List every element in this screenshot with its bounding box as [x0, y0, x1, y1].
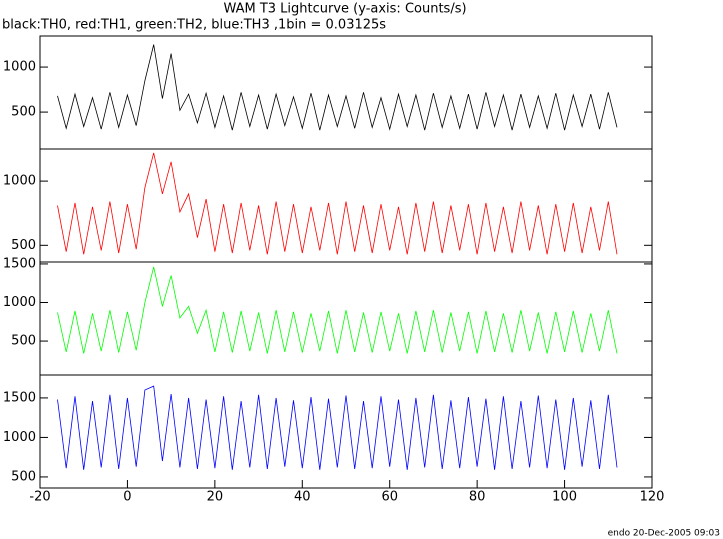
panel-frame [39, 261, 653, 376]
y-tick-label: 1500 [3, 390, 36, 405]
lightcurve [57, 44, 618, 131]
y-tick-label: 1000 [3, 174, 36, 189]
y-tick-label: 500 [11, 334, 36, 349]
panel-frame [39, 374, 653, 489]
y-tick-label: 1000 [3, 295, 36, 310]
y-tick-label: 1500 [3, 256, 36, 271]
x-tick-label: -20 [29, 490, 50, 505]
x-tick-label: 120 [640, 490, 665, 505]
panel-frame [39, 35, 653, 150]
x-tick-label: 20 [207, 490, 224, 505]
chart-title: WAM T3 Lightcurve (y-axis: Counts/s) [223, 2, 466, 17]
panel-frame [39, 148, 653, 263]
lightcurve [57, 152, 618, 255]
y-tick-label: 1000 [3, 430, 36, 445]
y-tick-label: 500 [11, 238, 36, 253]
x-tick-label: 0 [123, 490, 131, 505]
footer: endo 20-Dec-2005 09:03 [608, 529, 720, 539]
x-tick-label: 100 [552, 490, 577, 505]
lightcurve [57, 266, 618, 354]
x-tick-label: 80 [469, 490, 486, 505]
y-tick-label: 500 [11, 469, 36, 484]
x-tick-label: 60 [381, 490, 398, 505]
y-tick-label: 1000 [3, 60, 36, 75]
x-tick-label: 40 [294, 490, 311, 505]
lightcurve [57, 385, 618, 470]
y-tick-label: 500 [11, 105, 36, 120]
chart-subtitle: black:TH0, red:TH1, green:TH2, blue:TH3 … [2, 18, 386, 33]
